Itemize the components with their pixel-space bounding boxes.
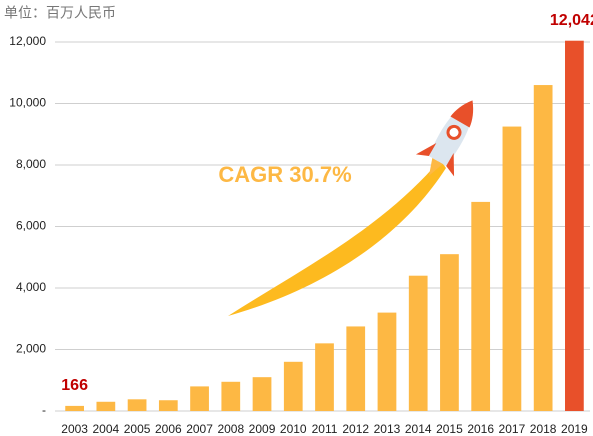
x-tick-label: 2005 (124, 422, 151, 436)
y-tick-label: - (42, 403, 46, 417)
y-tick-label: 10,000 (9, 96, 46, 110)
x-tick-label: 2014 (405, 422, 432, 436)
y-tick-label: 6,000 (16, 219, 46, 233)
x-tick-label: 2013 (374, 422, 401, 436)
bar (346, 326, 365, 411)
bar (190, 386, 209, 411)
bar (409, 276, 428, 411)
x-tick-label: 2012 (342, 422, 369, 436)
value-label: 166 (61, 377, 88, 394)
value-label: 12,042 (550, 12, 593, 29)
bar (315, 343, 334, 411)
x-tick-label: 2017 (499, 422, 526, 436)
bar (96, 402, 115, 411)
x-tick-label: 2003 (61, 422, 88, 436)
x-tick-label: 2018 (530, 422, 557, 436)
bar (221, 382, 240, 411)
bar (128, 399, 147, 411)
x-tick-label: 2019 (561, 422, 588, 436)
bar (378, 313, 397, 411)
y-tick-label: 2,000 (16, 342, 46, 356)
bar (253, 377, 272, 411)
bar (534, 85, 553, 411)
bar (284, 362, 303, 411)
x-tick-label: 2004 (93, 422, 120, 436)
bar (65, 406, 84, 411)
unit-label: 单位：百万人民币 (4, 5, 116, 21)
bar (471, 202, 490, 411)
bar (159, 400, 178, 411)
x-tick-label: 2015 (436, 422, 463, 436)
x-tick-label: 2006 (155, 422, 182, 436)
x-tick-label: 2011 (312, 422, 338, 436)
x-tick-label: 2007 (186, 422, 213, 436)
y-tick-label: 4,000 (16, 280, 46, 294)
x-tick-label: 2009 (249, 422, 276, 436)
cagr-annotation: CAGR 30.7% (218, 162, 351, 187)
x-tick-label: 2016 (467, 422, 494, 436)
y-tick-label: 12,000 (9, 34, 46, 48)
chart: 单位：百万人民币 - 2,000 4,000 6,000 8,000 10,000 12,0… (0, 0, 593, 436)
x-tick-label: 2010 (280, 422, 307, 436)
bar (503, 127, 522, 411)
bar (565, 41, 584, 411)
bar (440, 254, 459, 411)
y-tick-label: 8,000 (16, 157, 46, 171)
x-tick-label: 2008 (217, 422, 244, 436)
